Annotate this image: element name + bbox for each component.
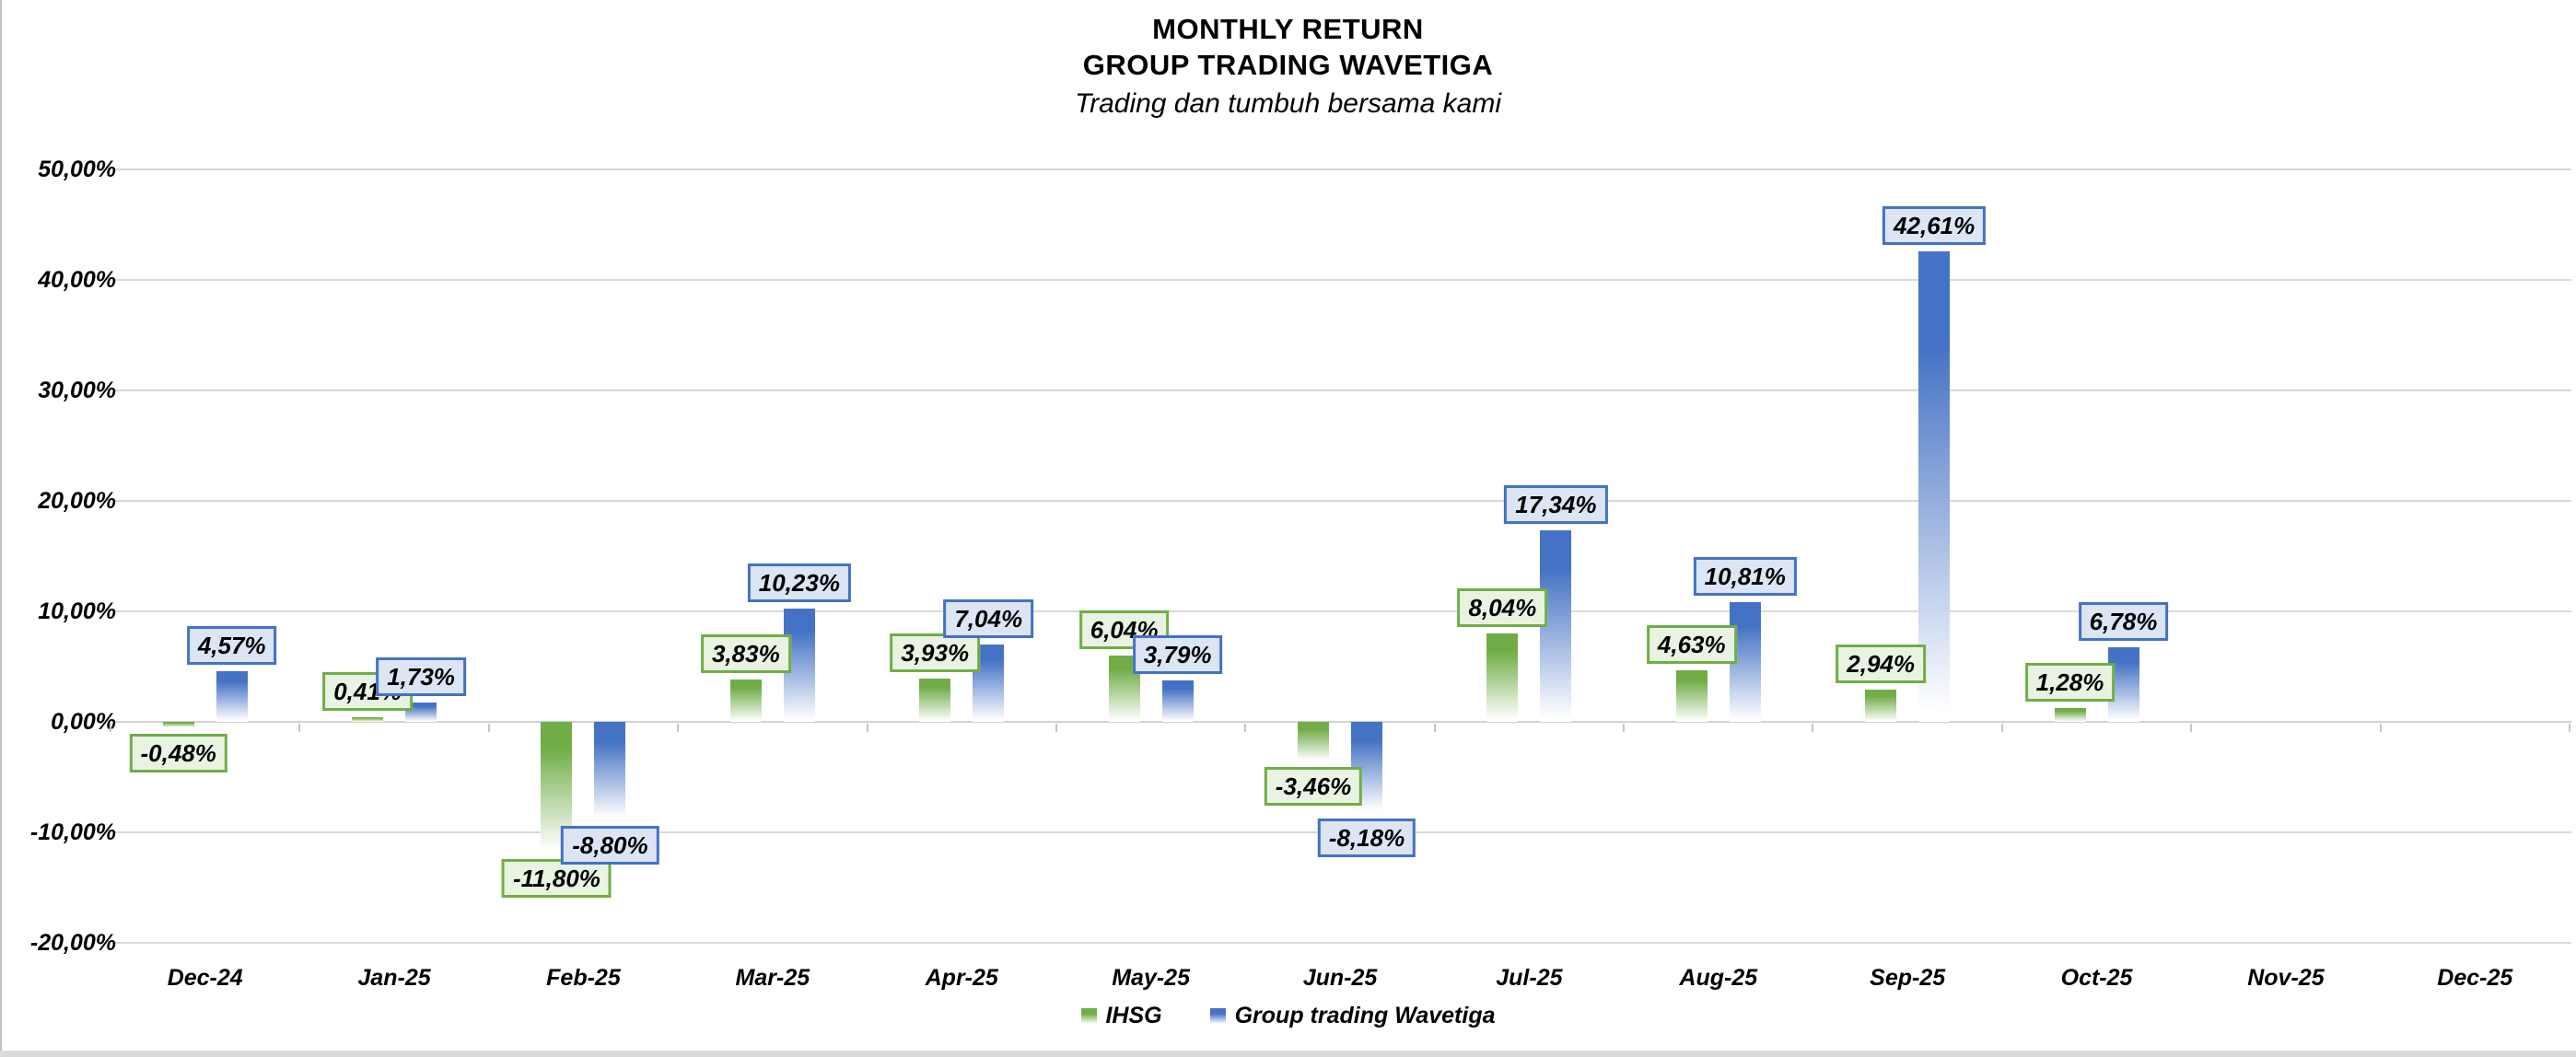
bar-ihsg-aug-25[interactable] [1675,670,1708,722]
data-label-ihsg-mar-25[interactable]: 3,83% [700,634,791,674]
x-axis-label: Dec-24 [167,965,243,991]
data-label-group-trading-wavetiga-jan-25[interactable]: 1,73% [376,657,466,697]
x-axis-label: Oct-25 [2060,965,2133,991]
gridline [112,942,2571,944]
data-label-group-trading-wavetiga-sep-25[interactable]: 42,61% [1882,205,1987,245]
data-label-group-trading-wavetiga-oct-25[interactable]: 6,78% [2078,601,2169,641]
data-label-ihsg-jun-25[interactable]: -3,46% [1264,766,1363,806]
axis-tick [487,724,490,732]
gridline [112,610,2571,612]
bar-group-trading-wavetiga-may-25[interactable] [1161,680,1194,722]
bar-ihsg-mar-25[interactable] [729,680,762,722]
legend-swatch-ihsg-icon [1080,1008,1097,1024]
data-label-ihsg-apr-25[interactable]: 3,93% [890,633,981,672]
data-label-ihsg-may-25[interactable]: 6,04% [1078,610,1170,649]
axis-tick [2379,724,2382,732]
window-bottom-edge [0,1051,2576,1057]
x-axis-label: Dec-25 [2437,965,2513,991]
chart-title-line1: MONTHLY RETURN [1152,13,1424,45]
y-axis-label: -20,00% [29,930,116,956]
y-axis-label: 10,00% [38,598,116,624]
axis-tick [1623,724,1626,732]
axis-tick [2000,724,2003,732]
legend-item-wavetiga[interactable]: Group trading Wavetiga [1209,1003,1496,1029]
axis-tick [1433,724,1436,732]
data-label-ihsg-oct-25[interactable]: 1,28% [2024,662,2116,702]
bar-ihsg-oct-25[interactable] [2054,707,2086,722]
x-axis-label: May-25 [1112,965,1190,991]
axis-tick [1812,724,1814,732]
x-axis-label: Sep-25 [1870,965,1946,991]
data-label-group-trading-wavetiga-mar-25[interactable]: 10,23% [747,563,851,603]
data-label-group-trading-wavetiga-aug-25[interactable]: 10,81% [1693,557,1797,597]
bar-ihsg-jun-25[interactable] [1298,722,1329,761]
x-axis-label: Apr-25 [925,965,998,991]
gridline [112,168,2571,170]
bar-ihsg-sep-25[interactable] [1865,689,1897,722]
bar-ihsg-jan-25[interactable] [352,717,384,722]
y-axis-label: 40,00% [38,267,116,293]
axis-tick [2569,724,2570,732]
y-axis-label: 20,00% [38,488,116,514]
data-label-group-trading-wavetiga-jun-25[interactable]: -8,18% [1317,819,1416,858]
legend-label-wavetiga: Group trading Wavetiga [1234,1003,1496,1028]
legend: IHSG Group trading Wavetiga [1080,1003,1496,1029]
data-label-group-trading-wavetiga-apr-25[interactable]: 7,04% [943,598,1034,638]
legend-item-ihsg[interactable]: IHSG [1080,1003,1162,1029]
data-label-ihsg-feb-25[interactable]: -11,80% [501,858,612,898]
y-axis-label: 0,00% [51,709,116,735]
x-axis-label: Mar-25 [735,965,810,991]
data-label-group-trading-wavetiga-feb-25[interactable]: -8,80% [561,825,659,865]
axis-tick [110,724,111,732]
data-label-group-trading-wavetiga-dec-24[interactable]: 4,57% [186,626,277,666]
y-axis-label: -10,00% [29,819,116,845]
chart-title-block: MONTHLY RETURN GROUP TRADING WAVETIGA Tr… [0,11,2576,123]
data-label-ihsg-sep-25[interactable]: 2,94% [1836,644,1927,683]
bar-group-trading-wavetiga-jan-25[interactable] [405,703,437,722]
bar-ihsg-dec-24[interactable] [162,722,194,727]
x-axis-line [112,721,2571,723]
chart-subtitle: Trading dan tumbuh bersama kami [1074,88,1501,119]
axis-tick [677,724,680,732]
data-label-group-trading-wavetiga-may-25[interactable]: 3,79% [1132,634,1223,674]
gridline [112,389,2571,391]
gridline [112,279,2571,281]
window-left-edge [0,0,2,1057]
x-axis-label: Feb-25 [546,965,621,991]
x-axis-label: Aug-25 [1679,965,1758,991]
bar-group-trading-wavetiga-feb-25[interactable] [594,722,626,819]
y-axis-label: 50,00% [38,157,116,182]
x-axis-label: Jul-25 [1496,965,1563,991]
data-label-ihsg-aug-25[interactable]: 4,63% [1646,625,1737,665]
x-axis-label: Jan-25 [357,965,431,991]
axis-tick [298,724,301,732]
bar-group-trading-wavetiga-dec-24[interactable] [216,671,248,722]
x-axis-label: Nov-25 [2247,965,2325,991]
axis-tick [2190,724,2193,732]
axis-tick [866,724,868,732]
gridline [112,500,2571,502]
bar-ihsg-jul-25[interactable] [1486,633,1519,722]
legend-swatch-wavetiga-icon [1209,1008,1226,1024]
legend-label-ihsg: IHSG [1105,1003,1162,1028]
x-axis-label: Jun-25 [1302,965,1378,991]
bar-group-trading-wavetiga-sep-25[interactable] [1918,250,1951,722]
data-label-ihsg-dec-24[interactable]: -0,48% [129,733,227,772]
bar-ihsg-apr-25[interactable] [919,678,951,722]
y-axis-label: 30,00% [38,378,116,403]
data-label-ihsg-jul-25[interactable]: 8,04% [1457,587,1548,627]
axis-tick [1244,724,1247,732]
data-label-group-trading-wavetiga-jul-25[interactable]: 17,34% [1504,484,1608,524]
chart-title-line2: GROUP TRADING WAVETIGA [1082,49,1494,81]
axis-tick [1055,724,1057,732]
